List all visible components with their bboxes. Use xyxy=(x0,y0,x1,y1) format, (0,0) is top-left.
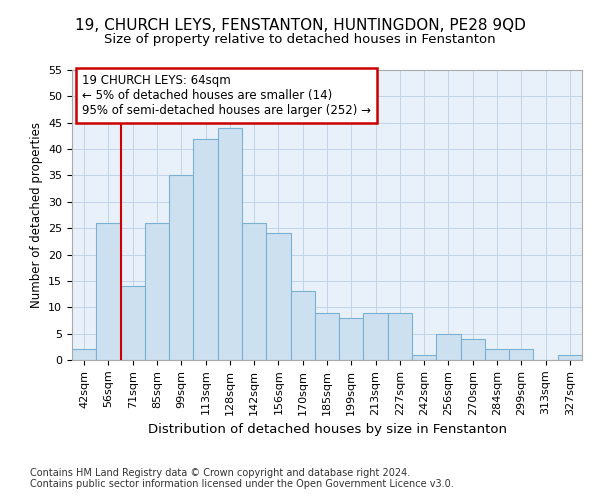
Bar xyxy=(266,234,290,360)
Text: 19, CHURCH LEYS, FENSTANTON, HUNTINGDON, PE28 9QD: 19, CHURCH LEYS, FENSTANTON, HUNTINGDON,… xyxy=(74,18,526,32)
Y-axis label: Number of detached properties: Number of detached properties xyxy=(29,122,43,308)
Bar xyxy=(558,354,582,360)
Bar xyxy=(121,286,145,360)
Text: 19 CHURCH LEYS: 64sqm
← 5% of detached houses are smaller (14)
95% of semi-detac: 19 CHURCH LEYS: 64sqm ← 5% of detached h… xyxy=(82,74,371,118)
Bar xyxy=(96,223,121,360)
Bar xyxy=(169,176,193,360)
X-axis label: Distribution of detached houses by size in Fenstanton: Distribution of detached houses by size … xyxy=(148,423,506,436)
Bar xyxy=(509,350,533,360)
Bar xyxy=(193,138,218,360)
Bar xyxy=(485,350,509,360)
Bar xyxy=(290,292,315,360)
Bar xyxy=(339,318,364,360)
Bar xyxy=(242,223,266,360)
Bar xyxy=(364,312,388,360)
Bar xyxy=(72,350,96,360)
Text: Size of property relative to detached houses in Fenstanton: Size of property relative to detached ho… xyxy=(104,32,496,46)
Text: Contains public sector information licensed under the Open Government Licence v3: Contains public sector information licen… xyxy=(30,479,454,489)
Bar xyxy=(388,312,412,360)
Bar xyxy=(412,354,436,360)
Bar xyxy=(436,334,461,360)
Bar xyxy=(145,223,169,360)
Text: Contains HM Land Registry data © Crown copyright and database right 2024.: Contains HM Land Registry data © Crown c… xyxy=(30,468,410,477)
Bar xyxy=(315,312,339,360)
Bar xyxy=(218,128,242,360)
Bar xyxy=(461,339,485,360)
